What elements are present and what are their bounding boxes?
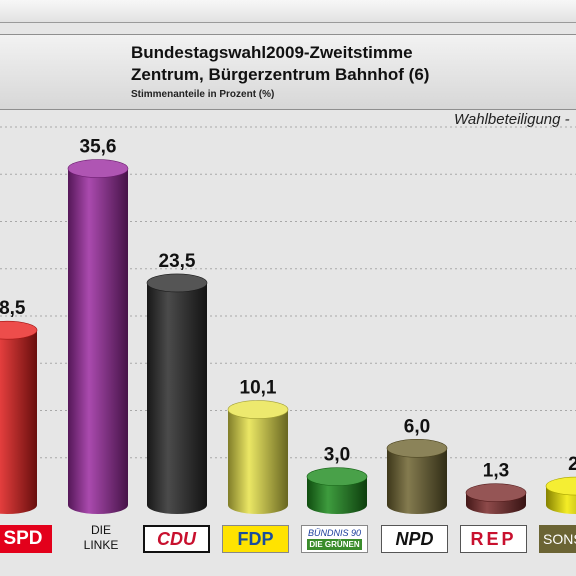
value-label: 23,5 xyxy=(159,251,196,272)
logo-cdu-text: CDU xyxy=(157,528,196,549)
chart-title-line-2: Zentrum, Bürgerzentrum Bahnhof (6) xyxy=(131,65,430,84)
value-label: 18,5 xyxy=(0,298,26,319)
bar-5 xyxy=(306,467,368,514)
value-labels: 18,5 35,6 23,5 10,1 3,0 6,0 1,3 2, xyxy=(0,137,576,482)
logo-gruene-line-1: BÜNDNIS 90 xyxy=(307,528,361,538)
value-label: 3,0 xyxy=(324,445,350,466)
logo-rep-text: REP xyxy=(470,528,517,549)
bar-body xyxy=(68,168,128,514)
logo-spd-text: SPD xyxy=(3,528,43,549)
logo-rep: REP xyxy=(460,525,527,553)
bar-3 xyxy=(146,273,208,514)
value-label: 10,1 xyxy=(240,378,277,399)
bar-body xyxy=(307,476,367,514)
value-label: 1,3 xyxy=(483,461,509,482)
logo-linke-line-1: DIE xyxy=(90,523,111,537)
bar-body xyxy=(147,282,207,514)
logo-npd: NPD xyxy=(381,525,448,553)
logo-sonstige: SONS xyxy=(539,525,576,553)
value-label: 2, xyxy=(568,454,576,475)
chart-header: Bundestagswahl2009-Zweitstimme Zentrum, … xyxy=(0,34,576,110)
logo-fdp-text: FDP xyxy=(237,528,274,549)
top-band xyxy=(0,0,576,23)
logo-cdu: CDU xyxy=(143,525,210,553)
bar-6 xyxy=(386,438,448,514)
chart-subtitle: Stimmenanteile in Prozent (%) xyxy=(131,89,275,100)
bar-body xyxy=(0,330,37,514)
value-label: 35,6 xyxy=(80,137,117,158)
value-label: 6,0 xyxy=(404,416,430,437)
bar-top xyxy=(465,483,527,503)
logo-fdp: FDP xyxy=(222,525,289,553)
bar-top xyxy=(67,159,129,178)
bar-top xyxy=(0,320,38,340)
logo-gruene: BÜNDNIS 90 DIE GRÜNEN xyxy=(301,525,368,553)
bar-top xyxy=(545,476,576,496)
bar-top xyxy=(386,438,448,458)
bar-top xyxy=(306,467,368,486)
bar-7 xyxy=(465,483,527,514)
bar-body xyxy=(387,448,447,514)
logo-gruene-line-2: DIE GRÜNEN xyxy=(307,539,362,550)
bar-body xyxy=(228,409,288,514)
bar-top xyxy=(146,273,208,293)
chart-title-line-1: Bundestagswahl2009-Zweitstimme xyxy=(131,43,413,62)
bar-8 xyxy=(545,476,576,514)
logo-linke-line-2: LINKE xyxy=(83,538,119,552)
bar-1 xyxy=(0,320,38,514)
logo-spd: SPD xyxy=(0,525,52,553)
logo-npd-text: NPD xyxy=(395,528,434,549)
bars xyxy=(0,159,576,514)
logo-die-linke: DIE LINKE xyxy=(66,521,136,555)
turnout-label: Wahlbeteiligung - xyxy=(454,111,570,128)
bar-4 xyxy=(227,400,289,514)
bar-top xyxy=(227,400,289,419)
bar-2 xyxy=(67,159,129,514)
logo-sonstige-text: SONS xyxy=(543,531,576,547)
